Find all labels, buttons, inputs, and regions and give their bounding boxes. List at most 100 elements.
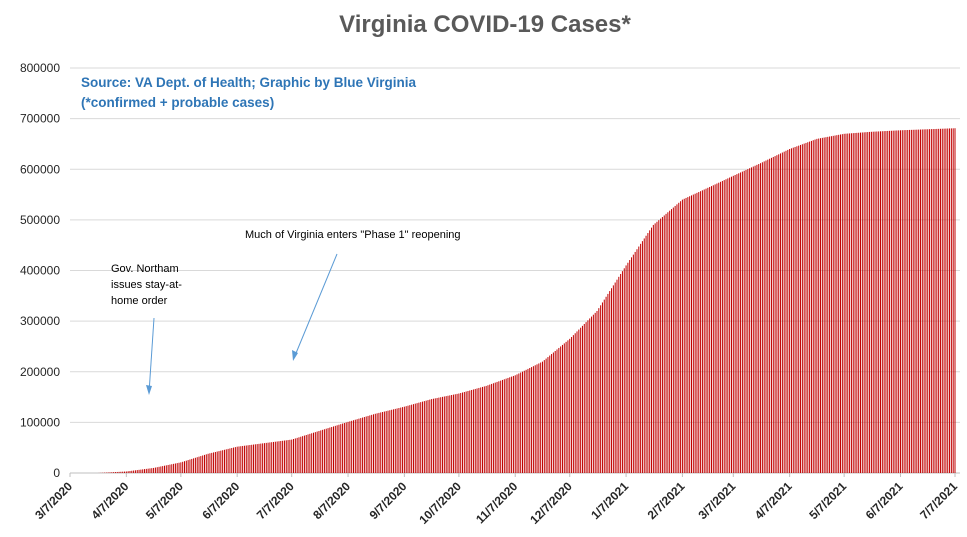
bar (765, 160, 767, 473)
bar (529, 368, 531, 473)
bar (676, 204, 678, 473)
bar (865, 132, 867, 473)
bar (943, 128, 945, 473)
bar (909, 129, 911, 473)
bar (174, 463, 176, 473)
bar (689, 196, 691, 473)
bar (916, 129, 918, 473)
bar (740, 172, 742, 473)
bar (603, 299, 605, 473)
bar (929, 129, 931, 473)
bar (336, 425, 338, 473)
bar (527, 368, 529, 473)
bar (273, 441, 275, 473)
x-tick-label: 3/7/2021 (695, 479, 738, 522)
bar (340, 424, 342, 473)
bar (333, 426, 334, 473)
bar (540, 362, 542, 473)
bar (289, 439, 291, 473)
bar (356, 419, 358, 473)
bar (254, 444, 256, 473)
bar (809, 141, 811, 473)
bar (496, 381, 498, 473)
bar (861, 132, 863, 473)
x-tick-label: 9/7/2020 (367, 479, 410, 522)
bar (503, 379, 505, 473)
bar (552, 352, 554, 473)
bar (480, 387, 482, 473)
bar (669, 210, 671, 473)
bar (505, 378, 507, 473)
bar (432, 398, 434, 473)
bar (147, 468, 149, 473)
x-tick-label: 12/7/2020 (527, 479, 575, 527)
bar (376, 413, 378, 473)
bar (374, 413, 376, 473)
x-axis: 3/7/2020 4/7/2020 5/7/2020 6/7/2020 7/7/2020… (32, 473, 960, 527)
bar (785, 150, 787, 473)
x-tick-label: 11/7/2020 (473, 479, 520, 526)
bar (634, 251, 636, 473)
bar (598, 308, 600, 473)
bar (233, 447, 235, 473)
bar (438, 397, 440, 473)
bar (156, 467, 158, 473)
bar (571, 336, 573, 473)
bar (730, 176, 732, 473)
bar (114, 472, 116, 473)
bar (518, 373, 520, 473)
bar (165, 465, 167, 473)
bar (405, 406, 407, 473)
bar (827, 136, 829, 473)
bar (358, 418, 360, 473)
bar (878, 131, 880, 473)
bar (750, 167, 752, 473)
bar (182, 461, 184, 473)
bar (698, 192, 700, 473)
bar (794, 146, 796, 473)
bar (205, 454, 207, 473)
bar (523, 370, 525, 473)
bar (418, 402, 420, 473)
bar (458, 393, 460, 473)
bar (578, 329, 580, 473)
bar (774, 156, 776, 473)
bar (269, 442, 271, 473)
bar (787, 149, 789, 473)
bar (169, 464, 171, 473)
bar (629, 260, 631, 473)
bar (845, 133, 847, 473)
bar (780, 153, 782, 473)
bar (416, 403, 418, 473)
bar (154, 467, 156, 473)
y-tick-label: 300000 (20, 314, 60, 328)
bar (338, 424, 340, 473)
bar (178, 462, 180, 473)
bar (471, 389, 473, 473)
bar (589, 318, 591, 473)
bar (363, 417, 365, 473)
bar (449, 395, 451, 474)
bar (618, 276, 620, 473)
bar (941, 128, 943, 473)
x-tick-label: 1/7/2021 (588, 479, 631, 522)
bar (267, 442, 269, 473)
annotation-2-line-1: Much of Virginia enters "Phase 1" reopen… (245, 229, 461, 241)
bar (574, 333, 576, 473)
bar (276, 441, 278, 473)
bar (838, 134, 840, 473)
bar (325, 428, 327, 473)
bar (443, 396, 445, 473)
bar (253, 444, 255, 473)
bar (881, 131, 883, 473)
bar (400, 407, 402, 473)
bar (952, 128, 954, 473)
bar (840, 134, 842, 474)
bar (591, 316, 593, 473)
bar (258, 443, 260, 473)
bar (500, 380, 502, 473)
bar (200, 456, 202, 473)
source-line-1: Source: VA Dept. of Health; Graphic by B… (81, 75, 417, 90)
bar (507, 377, 509, 473)
bar (256, 444, 258, 473)
